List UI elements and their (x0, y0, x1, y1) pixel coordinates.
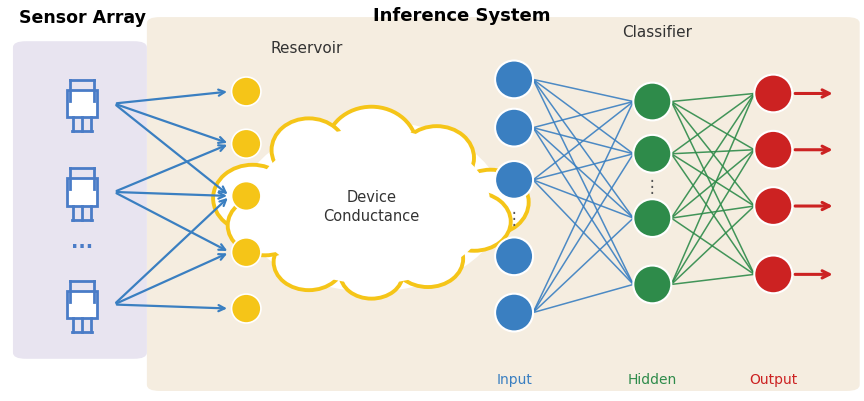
Text: ···: ··· (71, 237, 93, 256)
Ellipse shape (240, 121, 503, 292)
Text: Input: Input (496, 372, 532, 386)
Ellipse shape (326, 107, 417, 189)
Ellipse shape (232, 238, 261, 267)
Text: Output: Output (749, 372, 797, 386)
Ellipse shape (754, 188, 792, 225)
Ellipse shape (495, 238, 533, 275)
Ellipse shape (495, 162, 533, 199)
Ellipse shape (495, 61, 533, 99)
Text: Inference System: Inference System (373, 7, 551, 25)
Text: Reservoir: Reservoir (270, 41, 343, 56)
Ellipse shape (228, 196, 302, 256)
Ellipse shape (633, 136, 671, 173)
Ellipse shape (495, 294, 533, 332)
Ellipse shape (232, 130, 261, 159)
Ellipse shape (232, 294, 261, 323)
FancyBboxPatch shape (147, 18, 860, 391)
Ellipse shape (232, 182, 261, 211)
Ellipse shape (232, 78, 261, 107)
Ellipse shape (399, 127, 474, 190)
Ellipse shape (340, 251, 403, 299)
Text: ⋮: ⋮ (644, 178, 661, 195)
Ellipse shape (633, 83, 671, 121)
Ellipse shape (754, 256, 792, 294)
Ellipse shape (213, 165, 292, 232)
Ellipse shape (274, 234, 344, 290)
Ellipse shape (252, 129, 491, 284)
Text: Sensor Array: Sensor Array (19, 9, 145, 27)
Ellipse shape (438, 193, 511, 251)
Ellipse shape (754, 75, 792, 113)
Text: Classifier: Classifier (621, 24, 692, 40)
Text: ⋮: ⋮ (505, 210, 523, 227)
Ellipse shape (633, 200, 671, 237)
FancyBboxPatch shape (67, 291, 97, 319)
Ellipse shape (633, 266, 671, 304)
FancyBboxPatch shape (67, 178, 97, 207)
Text: Device
Conductance: Device Conductance (323, 189, 420, 224)
Ellipse shape (271, 119, 346, 182)
Ellipse shape (453, 170, 529, 235)
FancyBboxPatch shape (13, 42, 147, 359)
FancyBboxPatch shape (67, 90, 97, 118)
Ellipse shape (754, 132, 792, 169)
Ellipse shape (392, 231, 463, 288)
Text: Hidden: Hidden (627, 372, 677, 386)
Ellipse shape (495, 109, 533, 147)
